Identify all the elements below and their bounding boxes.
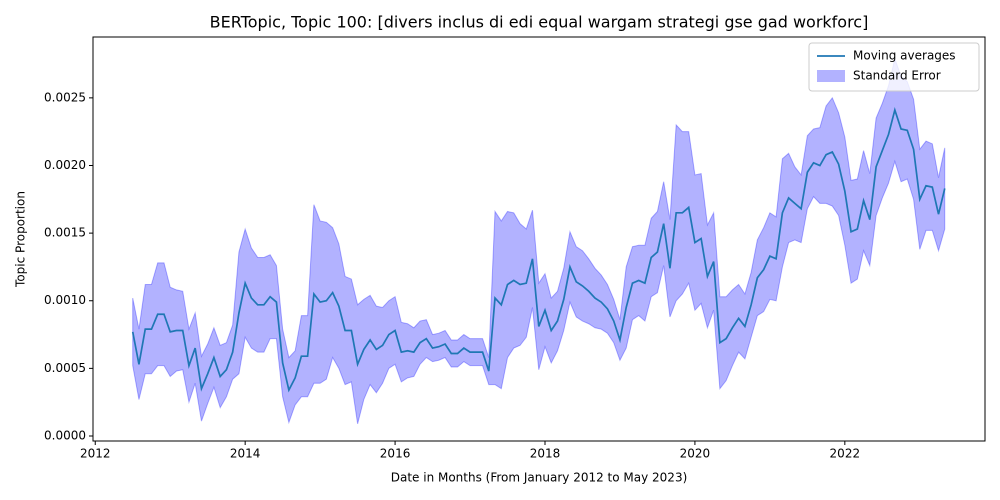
legend-swatch <box>817 70 845 82</box>
x-tick-label: 2016 <box>380 447 411 461</box>
x-tick-label: 2014 <box>230 447 261 461</box>
chart-title: BERTopic, Topic 100: [divers inclus di e… <box>210 13 869 32</box>
x-axis-label: Date in Months (From January 2012 to May… <box>391 471 688 485</box>
y-axis-label: Topic Proportion <box>14 191 28 288</box>
x-tick-label: 2020 <box>680 447 711 461</box>
moving-average-line <box>131 107 946 393</box>
y-tick-label: 0.0010 <box>44 293 86 307</box>
legend-label: Standard Error <box>853 69 941 83</box>
legend-box <box>808 42 980 92</box>
y-tick-label: 0.0000 <box>44 428 86 442</box>
x-tick-label: 2022 <box>830 447 861 461</box>
standard-error-band <box>132 56 946 425</box>
x-tick-label: 2018 <box>530 447 561 461</box>
y-tick-label: 0.0005 <box>44 361 86 375</box>
x-tick-label: 2012 <box>80 447 111 461</box>
y-tick-label: 0.0025 <box>44 90 86 104</box>
plot-frame <box>92 36 986 442</box>
y-tick-label: 0.0020 <box>44 158 86 172</box>
y-tick-label: 0.0015 <box>44 226 86 240</box>
legend-label: Moving averages <box>853 49 956 63</box>
